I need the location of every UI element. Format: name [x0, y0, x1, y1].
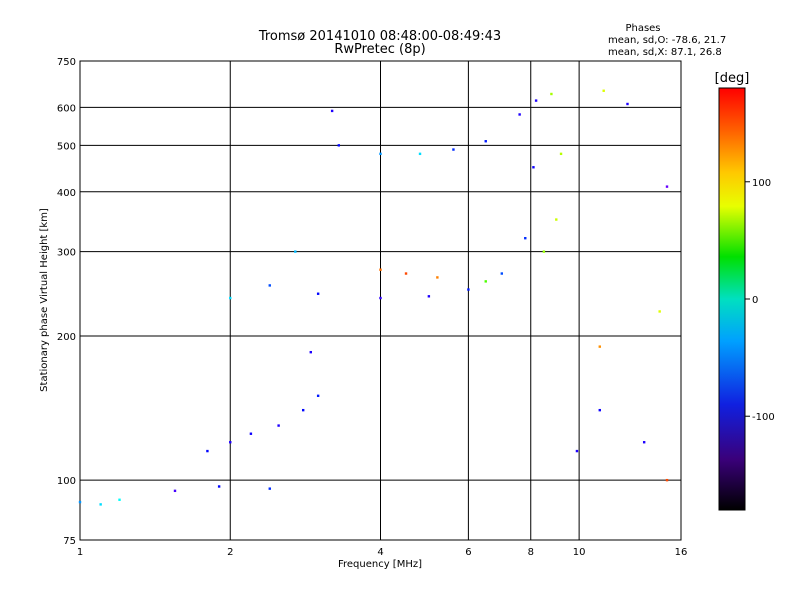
y-tick-label: 200: [57, 332, 76, 343]
data-point: [575, 449, 579, 453]
data-point: [309, 350, 312, 354]
y-tick-label: 300: [57, 248, 76, 259]
data-point: [277, 424, 280, 427]
colorbar-label: [deg]: [715, 71, 750, 86]
data-point: [418, 152, 422, 156]
data-point: [555, 218, 558, 221]
data-point: [427, 295, 431, 298]
colorbar-ticks: 100 0 -100: [745, 178, 775, 423]
data-point: [404, 272, 408, 275]
data-point: [229, 441, 232, 444]
x-tick-label: 10: [573, 547, 586, 558]
y-tick-label: 600: [57, 103, 76, 114]
data-point: [173, 489, 177, 493]
data-point: [337, 144, 341, 147]
phases-line-o: mean, sd,O: -78.6, 21.7: [608, 35, 726, 46]
data-point: [217, 485, 221, 488]
data-point: [532, 166, 535, 169]
phases-line-x: mean, sd,X: 87.1, 26.8: [608, 47, 722, 58]
data-point: [206, 449, 209, 453]
data-point: [534, 99, 538, 102]
data-point: [642, 441, 646, 444]
data-point: [294, 250, 297, 253]
x-tick-label: 1: [77, 547, 83, 558]
y-axis-ticks: 75 100 200 300 400 500 600 750: [57, 57, 76, 547]
y-tick-label: 750: [57, 57, 76, 68]
data-point: [626, 102, 629, 106]
data-point: [379, 268, 382, 271]
phases-stats-box: Phases mean, sd,O: -78.6, 21.7 mean, sd,…: [608, 23, 726, 58]
data-point: [330, 109, 334, 113]
data-point: [598, 345, 601, 348]
data-point: [665, 185, 669, 188]
x-tick-label: 16: [675, 547, 688, 558]
data-point: [658, 310, 661, 313]
y-tick-label: 100: [57, 476, 76, 487]
colorbar-tick-label: 0: [752, 295, 758, 306]
data-point: [268, 284, 271, 287]
y-axis-label: Stationary phase Virtual Height [km]: [39, 208, 50, 392]
y-tick-label: 75: [63, 536, 76, 547]
data-point: [99, 503, 102, 506]
data-point: [467, 288, 470, 291]
data-point: [518, 113, 521, 116]
data-point: [550, 92, 553, 96]
x-tick-label: 2: [227, 547, 233, 558]
data-point: [559, 152, 563, 156]
phase-colorbar: [deg] 100 0 -100: [715, 71, 775, 511]
data-point: [249, 432, 253, 435]
data-point: [602, 89, 605, 92]
data-point: [665, 478, 669, 482]
phases-title: Phases: [625, 23, 660, 34]
data-point: [484, 140, 487, 143]
data-point: [484, 280, 487, 283]
data-point: [379, 152, 382, 156]
data-point: [379, 296, 382, 300]
data-points: [78, 89, 669, 506]
data-point: [524, 236, 527, 240]
colorbar-tick-label: 100: [752, 178, 771, 189]
data-point: [229, 296, 232, 300]
chart-title: Tromsø 20141010 08:48:00-08:49:43: [258, 29, 501, 44]
data-point: [500, 272, 504, 275]
chart-subtitle: RwPretec (8p): [334, 42, 425, 57]
grid-lines: [80, 61, 681, 540]
data-point: [542, 250, 546, 253]
data-point: [301, 408, 305, 412]
data-point: [316, 292, 320, 295]
chart-titles: Tromsø 20141010 08:48:00-08:49:43 RwPret…: [258, 29, 501, 57]
x-axis-ticks: 1 2 4 6 8 10 16: [77, 547, 688, 558]
data-point: [452, 148, 455, 151]
data-point: [316, 394, 320, 398]
x-axis-label: Frequency [MHz]: [338, 559, 422, 570]
colorbar-gradient: [718, 87, 746, 511]
y-tick-label: 500: [57, 141, 76, 152]
data-point: [118, 498, 121, 501]
data-point: [78, 500, 82, 504]
x-tick-label: 8: [528, 547, 534, 558]
data-point: [436, 276, 439, 279]
x-tick-label: 4: [377, 547, 383, 558]
colorbar-tick-label: -100: [752, 412, 775, 423]
data-point: [598, 408, 601, 412]
y-tick-label: 400: [57, 188, 76, 199]
data-point: [268, 487, 271, 490]
x-tick-label: 6: [465, 547, 471, 558]
